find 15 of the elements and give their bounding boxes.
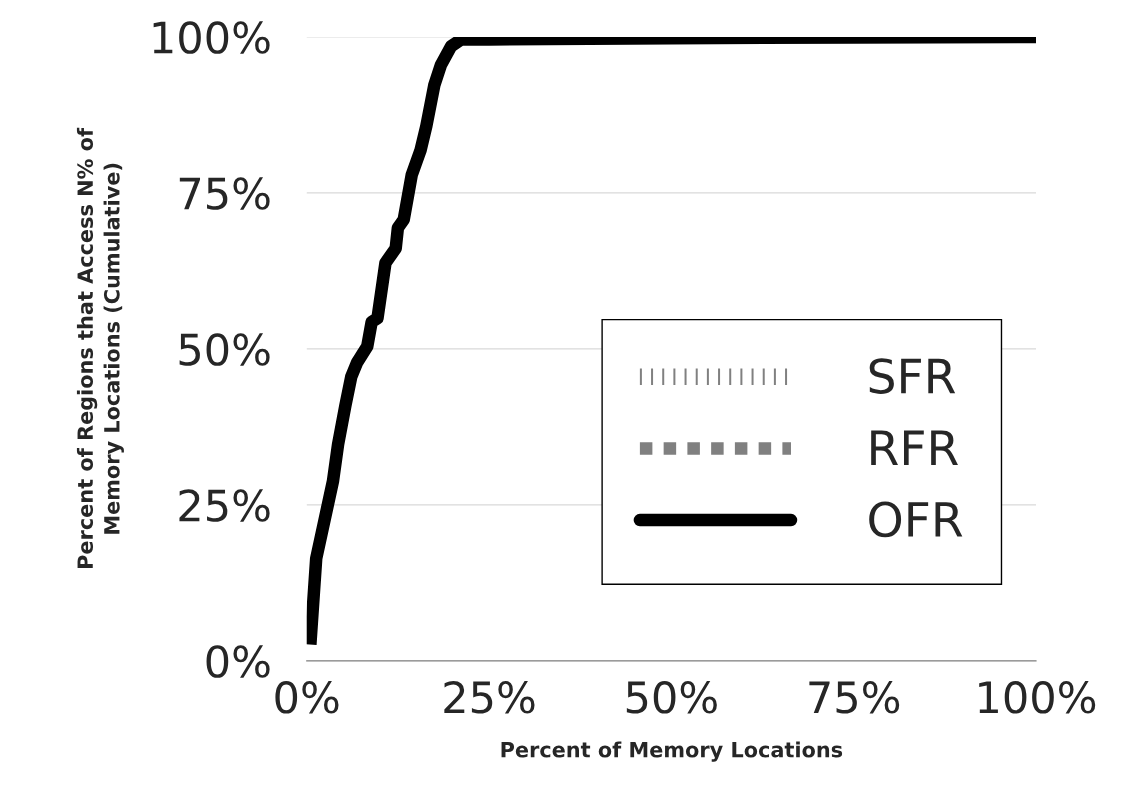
y-tick-label: 50%: [179, 333, 270, 366]
y-axis-title: Percent of Regions that Access N% of Memory Locations (Cumulative): [76, 127, 124, 568]
x-axis-title: Percent of Memory Locations: [501, 741, 843, 762]
y-tick-label: 0%: [206, 645, 270, 678]
x-tick-label: 50%: [626, 681, 717, 714]
x-tick-label: 75%: [809, 681, 900, 714]
y-tick-label: 75%: [179, 177, 270, 210]
legend-label: SFR: [869, 358, 956, 394]
y-tick-label: 100%: [153, 21, 270, 54]
legend-label: OFR: [869, 501, 963, 538]
legend-label: RFR: [871, 430, 958, 465]
x-tick-label: 0%: [275, 681, 339, 714]
x-tick-label: 100%: [979, 681, 1096, 714]
x-tick-label: 25%: [444, 681, 535, 714]
y-tick-label: 25%: [179, 489, 270, 522]
